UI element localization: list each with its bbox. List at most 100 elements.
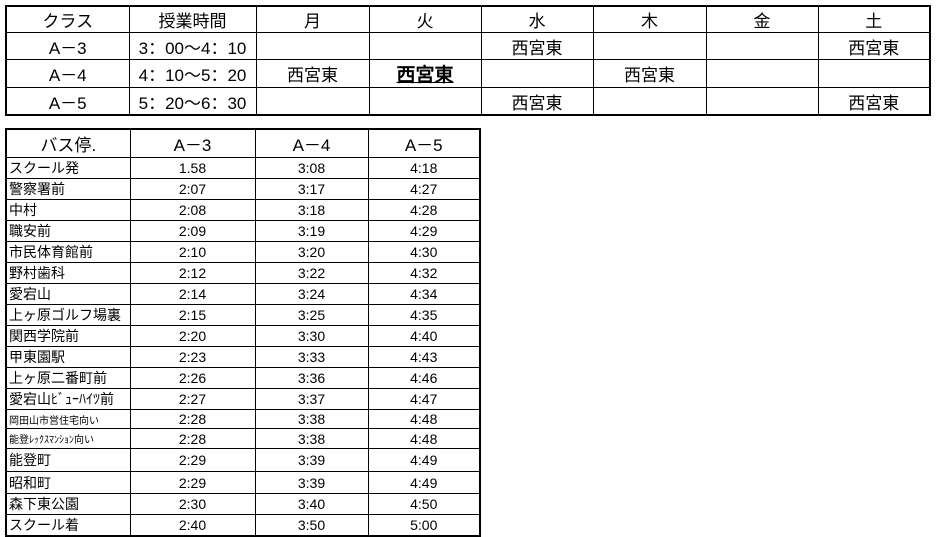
- header-cell: 土: [817, 5, 931, 33]
- time-cell: 2:15: [129, 304, 256, 326]
- time-cell: 2:29: [129, 448, 256, 472]
- time-cell: 3:38: [254, 428, 369, 449]
- time-cell: 2:28: [129, 428, 256, 449]
- bus-timetable: バス停. A－3 A－4 A－5 スクール発 1.58 3:08 4:18 警察署前 2:07 3:…: [5, 128, 481, 537]
- day-cell: [592, 87, 707, 116]
- time-cell: 3:19: [254, 220, 369, 242]
- time-cell: 3:39: [254, 471, 369, 494]
- time-cell: 3:08: [254, 157, 369, 179]
- schedule-row: A－4 4：10～5：20 西宮東 西宮東 西宮東: [5, 59, 931, 88]
- bus-row: 森下東公園 2:30 3:40 4:50: [5, 493, 481, 515]
- stop-name: 能登ﾚｯｸｽﾏﾝｼｮﾝ向い: [5, 428, 131, 449]
- day-cell: [368, 32, 482, 60]
- schedule-row: A－3 3：00～4：10 西宮東 西宮東: [5, 32, 931, 60]
- time-cell: 3:22: [254, 262, 369, 284]
- time-cell: 3:18: [254, 199, 369, 221]
- time-cell: 2:20: [129, 325, 256, 347]
- day-cell: 西宮東: [817, 87, 931, 116]
- bus-row: 岡田山市営住宅向い 2:28 3:38 4:48: [5, 409, 481, 429]
- stop-name: 能登町: [5, 448, 131, 472]
- time-cell: 5：20～6：30: [128, 87, 257, 116]
- time-cell: 2:09: [129, 220, 256, 242]
- time-cell: 4:43: [367, 346, 481, 368]
- stop-name: 職安前: [5, 220, 131, 242]
- time-cell: 4:46: [367, 367, 481, 389]
- time-cell: 2:26: [129, 367, 256, 389]
- header-cell: A－4: [254, 128, 369, 158]
- stop-name: スクール着: [5, 514, 131, 537]
- time-cell: 2:28: [129, 409, 256, 429]
- header-cell: 火: [368, 5, 482, 33]
- time-cell: 3:17: [254, 178, 369, 200]
- stop-name: 上ヶ原ゴルフ場裏: [5, 304, 131, 326]
- time-cell: 2:27: [129, 388, 256, 410]
- header-cell: 月: [255, 5, 370, 33]
- stop-name: 昭和町: [5, 471, 131, 494]
- day-cell: [705, 59, 819, 88]
- time-cell: 4:48: [367, 428, 481, 449]
- day-cell: [368, 87, 482, 116]
- time-cell: 4:28: [367, 199, 481, 221]
- day-cell: [705, 87, 819, 116]
- time-cell: 4：10～5：20: [128, 59, 257, 88]
- time-cell: 4:34: [367, 283, 481, 305]
- stop-name: 上ヶ原二番町前: [5, 367, 131, 389]
- time-cell: 2:12: [129, 262, 256, 284]
- day-cell: 西宮東: [368, 59, 482, 88]
- day-cell: [255, 32, 370, 60]
- bus-row: スクール発 1.58 3:08 4:18: [5, 157, 481, 179]
- time-cell: 4:29: [367, 220, 481, 242]
- bus-row: 昭和町 2:29 3:39 4:49: [5, 471, 481, 494]
- header-cell: A－5: [367, 128, 481, 158]
- stop-name: 警察署前: [5, 178, 131, 200]
- day-cell: 西宮東: [592, 59, 707, 88]
- time-cell: 5:00: [367, 514, 481, 537]
- bus-row: 職安前 2:09 3:19 4:29: [5, 220, 481, 242]
- class-cell: A－4: [5, 59, 130, 88]
- header-cell: 金: [705, 5, 819, 33]
- time-cell: 3:20: [254, 241, 369, 263]
- header-cell: バス停.: [5, 128, 131, 158]
- header-cell: A－3: [129, 128, 256, 158]
- day-cell: [705, 32, 819, 60]
- time-cell: 1.58: [129, 157, 256, 179]
- bus-row: 能登ﾚｯｸｽﾏﾝｼｮﾝ向い 2:28 3:38 4:48: [5, 428, 481, 449]
- header-cell: 授業時間: [128, 5, 257, 33]
- time-cell: 3:33: [254, 346, 369, 368]
- time-cell: 4:18: [367, 157, 481, 179]
- bus-row: 野村歯科 2:12 3:22 4:32: [5, 262, 481, 284]
- time-cell: 3:36: [254, 367, 369, 389]
- header-cell: 水: [480, 5, 594, 33]
- time-cell: 3:39: [254, 448, 369, 472]
- time-cell: 4:49: [367, 448, 481, 472]
- stop-name: 中村: [5, 199, 131, 221]
- time-cell: 3:30: [254, 325, 369, 347]
- time-cell: 4:48: [367, 409, 481, 429]
- time-cell: 3：00～4：10: [128, 32, 257, 60]
- time-cell: 4:40: [367, 325, 481, 347]
- stop-name: 森下東公園: [5, 493, 131, 515]
- stop-name: 市民体育館前: [5, 241, 131, 263]
- time-cell: 2:23: [129, 346, 256, 368]
- time-cell: 3:24: [254, 283, 369, 305]
- time-cell: 2:30: [129, 493, 256, 515]
- day-cell: 西宮東: [480, 32, 594, 60]
- day-cell: 西宮東: [817, 32, 931, 60]
- stop-name: 関西学院前: [5, 325, 131, 347]
- time-cell: 3:40: [254, 493, 369, 515]
- header-cell: クラス: [5, 5, 130, 33]
- bus-row: 市民体育館前 2:10 3:20 4:30: [5, 241, 481, 263]
- time-cell: 3:50: [254, 514, 369, 537]
- bus-row: 愛宕山ﾋﾞｭｰﾊｲﾂ前 2:27 3:37 4:47: [5, 388, 481, 410]
- bus-row: 関西学院前 2:20 3:30 4:40: [5, 325, 481, 347]
- bus-row: スクール着 2:40 3:50 5:00: [5, 514, 481, 537]
- stop-name: 愛宕山: [5, 283, 131, 305]
- time-cell: 4:27: [367, 178, 481, 200]
- time-cell: 4:49: [367, 471, 481, 494]
- day-cell: 西宮東: [480, 87, 594, 116]
- day-cell: [817, 59, 931, 88]
- day-cell: [255, 87, 370, 116]
- bus-row: 上ヶ原二番町前 2:26 3:36 4:46: [5, 367, 481, 389]
- bus-row: 上ヶ原ゴルフ場裏 2:15 3:25 4:35: [5, 304, 481, 326]
